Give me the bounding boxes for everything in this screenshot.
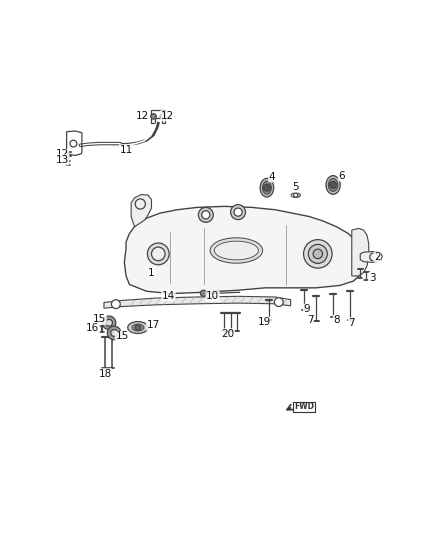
Text: FWD: FWD bbox=[294, 402, 314, 411]
Circle shape bbox=[313, 249, 322, 259]
Text: 7: 7 bbox=[307, 315, 313, 325]
Text: 15: 15 bbox=[93, 314, 106, 325]
Ellipse shape bbox=[214, 241, 258, 260]
Circle shape bbox=[148, 243, 169, 265]
Polygon shape bbox=[131, 195, 152, 227]
Text: 9: 9 bbox=[303, 304, 310, 314]
Text: 17: 17 bbox=[147, 320, 160, 330]
Text: 12: 12 bbox=[56, 149, 69, 159]
Text: 11: 11 bbox=[120, 144, 133, 155]
Polygon shape bbox=[352, 229, 369, 276]
Text: 6: 6 bbox=[338, 171, 345, 181]
Polygon shape bbox=[104, 296, 291, 308]
Circle shape bbox=[230, 205, 246, 220]
Circle shape bbox=[234, 208, 242, 216]
Ellipse shape bbox=[260, 179, 274, 197]
Text: 12: 12 bbox=[136, 111, 149, 121]
Ellipse shape bbox=[291, 193, 300, 198]
Circle shape bbox=[151, 114, 156, 119]
Circle shape bbox=[160, 114, 166, 119]
Text: 2: 2 bbox=[374, 252, 381, 262]
Text: 5: 5 bbox=[293, 182, 299, 192]
Ellipse shape bbox=[128, 321, 148, 334]
Text: 8: 8 bbox=[333, 316, 340, 326]
Ellipse shape bbox=[262, 181, 271, 194]
Ellipse shape bbox=[326, 176, 340, 195]
Circle shape bbox=[200, 290, 206, 296]
Polygon shape bbox=[360, 252, 382, 262]
Circle shape bbox=[111, 329, 117, 336]
Circle shape bbox=[111, 300, 120, 309]
Text: 16: 16 bbox=[86, 322, 99, 333]
Circle shape bbox=[102, 316, 116, 329]
Circle shape bbox=[294, 193, 298, 197]
Text: 7: 7 bbox=[349, 318, 355, 328]
Ellipse shape bbox=[210, 238, 263, 263]
Circle shape bbox=[202, 211, 210, 219]
Circle shape bbox=[274, 297, 283, 306]
Polygon shape bbox=[124, 206, 364, 294]
Circle shape bbox=[107, 326, 121, 340]
Circle shape bbox=[308, 245, 327, 263]
Text: 20: 20 bbox=[221, 329, 234, 338]
Text: 14: 14 bbox=[162, 290, 175, 301]
Ellipse shape bbox=[132, 324, 144, 331]
Text: 10: 10 bbox=[206, 292, 219, 301]
Circle shape bbox=[330, 182, 336, 188]
Circle shape bbox=[304, 240, 332, 268]
Text: 4: 4 bbox=[268, 172, 276, 182]
Text: 12: 12 bbox=[161, 111, 174, 121]
Text: 19: 19 bbox=[258, 317, 271, 327]
Text: 13: 13 bbox=[56, 155, 69, 165]
Circle shape bbox=[264, 184, 270, 191]
Circle shape bbox=[198, 207, 213, 222]
Circle shape bbox=[135, 325, 141, 330]
Text: 18: 18 bbox=[99, 369, 112, 379]
Circle shape bbox=[106, 319, 113, 326]
Text: 15: 15 bbox=[115, 332, 129, 341]
Circle shape bbox=[152, 247, 165, 261]
Text: 1: 1 bbox=[148, 268, 155, 278]
Ellipse shape bbox=[328, 179, 338, 191]
Text: 3: 3 bbox=[369, 273, 375, 282]
